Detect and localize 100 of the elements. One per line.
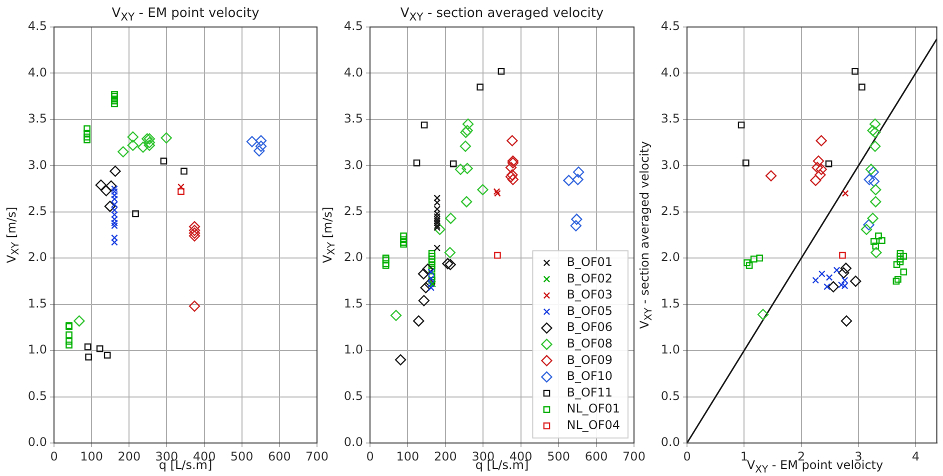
- point: [757, 308, 769, 320]
- point: [872, 242, 880, 250]
- point: [869, 126, 881, 138]
- point: [104, 352, 111, 359]
- x-tick-label: 0: [683, 449, 691, 464]
- point: [839, 252, 846, 259]
- point: [826, 274, 833, 281]
- point: [746, 262, 753, 269]
- point: [505, 162, 517, 174]
- point: [110, 166, 121, 177]
- point: [868, 176, 880, 187]
- point: [840, 315, 852, 327]
- x-tick-label: 3: [854, 449, 862, 464]
- y-tick-label: 2.0: [660, 250, 680, 264]
- point: [870, 246, 882, 258]
- x-tick-label: 700: [622, 449, 646, 464]
- point: [812, 155, 824, 167]
- point: [74, 315, 85, 327]
- point: [420, 282, 432, 294]
- point: [137, 142, 149, 153]
- point: [84, 134, 90, 140]
- point: [390, 310, 402, 322]
- point: [142, 133, 153, 144]
- y-tick-label: 0.0: [344, 435, 363, 450]
- point: [869, 118, 881, 130]
- point: [863, 219, 874, 230]
- point: [400, 240, 407, 248]
- point: [96, 345, 104, 352]
- point: [875, 232, 882, 240]
- point: [744, 259, 750, 266]
- point: [111, 100, 118, 108]
- legend-label: B_OF09: [566, 352, 613, 367]
- point: [477, 184, 488, 196]
- point: [418, 295, 430, 306]
- point: [824, 283, 830, 290]
- point: [838, 281, 845, 288]
- legend-label: B_OF06: [566, 320, 613, 334]
- point: [507, 174, 519, 186]
- legend-label: B_OF03: [566, 288, 613, 302]
- y-tick-label: 0.5: [344, 388, 363, 403]
- legend-label: B_OF11: [566, 385, 613, 400]
- point: [188, 228, 200, 239]
- x-tick-label: 500: [230, 449, 254, 464]
- point: [893, 261, 900, 268]
- point: [460, 140, 472, 152]
- y-tick-label: 3.5: [344, 112, 363, 126]
- point: [869, 140, 881, 152]
- point: [570, 220, 582, 232]
- point: [818, 270, 826, 278]
- point: [84, 130, 90, 137]
- point: [442, 258, 454, 270]
- point: [428, 256, 436, 262]
- point: [420, 122, 428, 128]
- point: [816, 164, 827, 175]
- point: [870, 238, 878, 245]
- x-tick-label: 600: [268, 449, 291, 464]
- x-tick-label: 600: [584, 449, 608, 464]
- point: [444, 246, 456, 258]
- y-tick-label: 2.5: [660, 204, 680, 218]
- y-tick-label: 2.0: [28, 250, 47, 264]
- y-tick-label: 3.0: [28, 158, 47, 172]
- y-tick-label: 4.5: [28, 19, 47, 34]
- point: [400, 232, 407, 240]
- point: [462, 162, 473, 174]
- point: [428, 266, 436, 273]
- y-tick-label: 1.0: [344, 342, 363, 357]
- x-tick-label: 0: [50, 449, 58, 464]
- point: [858, 84, 866, 91]
- y-tick-label: 0.0: [660, 435, 680, 450]
- point: [833, 266, 840, 274]
- y-tick-label: 2.5: [28, 204, 47, 218]
- point: [160, 158, 168, 164]
- point: [95, 179, 107, 191]
- point: [144, 133, 156, 144]
- x-tick-label: 2: [798, 449, 806, 464]
- point: [572, 166, 584, 178]
- point: [460, 196, 472, 208]
- y-tick-label: 3.5: [660, 112, 680, 126]
- point: [840, 262, 852, 274]
- point: [894, 276, 902, 283]
- point: [852, 68, 858, 75]
- point: [865, 164, 877, 175]
- point: [434, 244, 441, 252]
- point: [810, 174, 822, 186]
- x-tick-label: 100: [396, 449, 420, 464]
- point: [106, 180, 117, 192]
- point: [178, 188, 184, 195]
- point: [111, 92, 118, 100]
- x-tick-label: 500: [547, 449, 570, 464]
- legend-label: B_OF01: [566, 254, 613, 269]
- point: [825, 160, 832, 168]
- point: [255, 140, 267, 152]
- point: [860, 224, 872, 236]
- y-tick-label: 4.0: [28, 65, 47, 80]
- point: [864, 174, 875, 186]
- y-tick-label: 4.5: [660, 19, 680, 34]
- point: [738, 122, 745, 128]
- point: [111, 91, 118, 98]
- y-tick-label: 1.0: [660, 342, 680, 357]
- y-tick-label: 3.0: [660, 158, 680, 172]
